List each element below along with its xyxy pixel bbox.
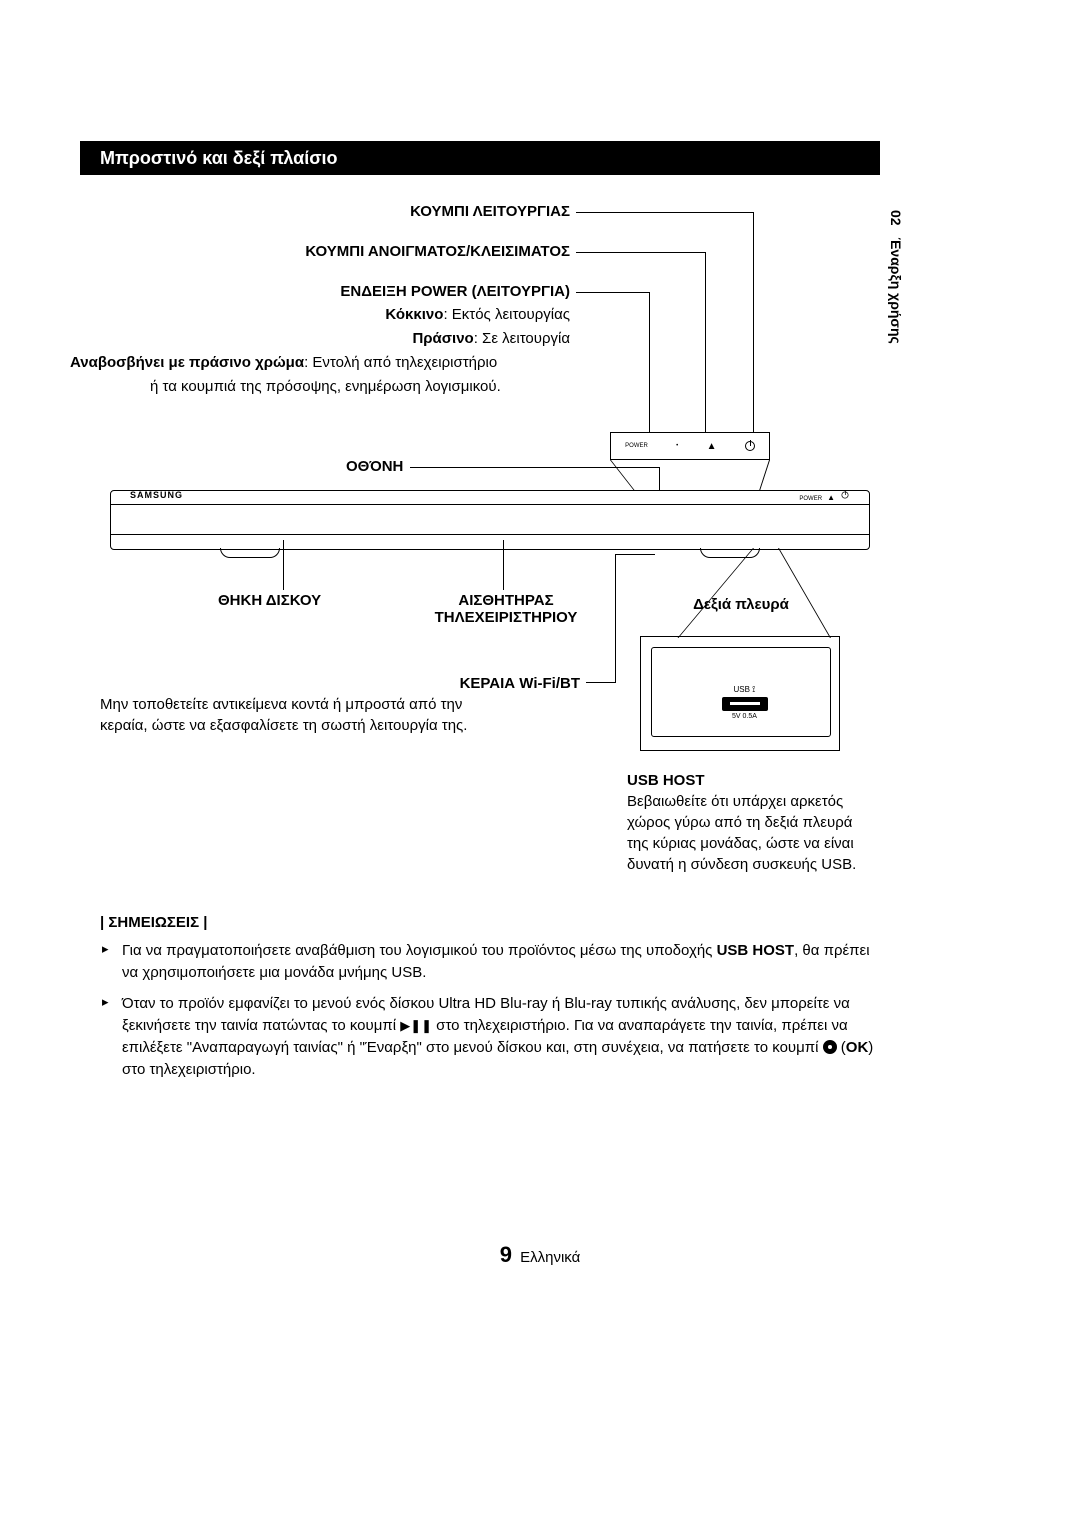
leader-line — [753, 212, 754, 434]
leader-line — [576, 252, 706, 253]
usb-label: USB ⟟ — [733, 685, 755, 694]
device-body — [110, 490, 870, 550]
section-title-bar: Μπροστινό και δεξί πλαίσιο — [80, 141, 880, 175]
wifi-block: ΚΕΡΑΙΑ Wi-Fi/BT Μην τοποθετείτε αντικείμ… — [100, 673, 580, 736]
page-number: 9 — [500, 1242, 512, 1267]
usb-slot-icon — [722, 697, 768, 711]
usb-spec: 5V 0.5A — [707, 713, 782, 720]
label-red: Κόκκινο: Εκτός λειτουργίας — [100, 304, 570, 326]
usb-host-l3: της κύριας μονάδας, ώστε να είναι — [627, 833, 877, 854]
leader-line — [615, 554, 616, 683]
device-front-view: SAMSUNG POWER ▲ — [100, 466, 880, 586]
usb-host-l4: δυνατή η σύνδεση συσκευής USB. — [627, 854, 877, 875]
device-brand: SAMSUNG — [130, 490, 183, 500]
label-remote-sensor: ΑΙΣΘΗΤΗΡΑΣ ΤΗΛΕΧΕΙΡΙΣΤΗΡΙΟΥ — [416, 592, 596, 626]
label-blink: Αναβοσβήνει με πράσινο χρώμα: Εντολή από… — [70, 352, 540, 374]
ok-circle-icon — [823, 1040, 837, 1054]
power-icon — [745, 441, 755, 451]
usb-host-l1: Βεβαιωθείτε ότι υπάρχει αρκετός — [627, 791, 877, 812]
side-tab-text: Έναρξη χρήσης — [888, 237, 904, 343]
top-labels: ΚΟΥΜΠΙ ΛΕΙΤΟΥΡΓΙΑΣ ΚΟΥΜΠΙ ΑΝΟΙΓΜΑΤΟΣ/ΚΛΕ… — [100, 201, 570, 399]
wifi-l2: κεραία, ώστε να εξασφαλίσετε τη σωστή λε… — [100, 715, 580, 736]
side-tab: 02 Έναρξη χρήσης — [888, 210, 904, 344]
section-title: Μπροστινό και δεξί πλαίσιο — [100, 148, 338, 168]
usb-host-block: USB HOST Βεβαιωθείτε ότι υπάρχει αρκετός… — [627, 770, 877, 875]
leader-line — [503, 540, 504, 590]
device-small-icons: POWER ▲ — [799, 490, 850, 502]
device-foot — [220, 548, 280, 558]
label-disc-tray: ΘΗΚΗ ΔΙΣΚΟΥ — [218, 592, 321, 609]
usb-host-l2: χώρος γύρω από τη δεξιά πλευρά — [627, 812, 877, 833]
notes-title: | ΣΗΜΕΙΩΣΕΙΣ | — [100, 912, 880, 934]
leader-line — [586, 682, 616, 683]
usb-port: USB ⟟ 5V 0.5A — [707, 684, 782, 720]
leader-line — [283, 540, 284, 590]
label-right-side: Δεξιά πλευρά — [656, 596, 826, 613]
eject-icon: ▲ — [707, 441, 717, 452]
notes-section: | ΣΗΜΕΙΩΣΕΙΣ | Για να πραγματοποιήσετε α… — [100, 912, 880, 1090]
leader-line — [615, 554, 655, 555]
note-2: Όταν το προϊόν εμφανίζει το μενού ενός δ… — [100, 993, 880, 1080]
wifi-title: ΚΕΡΑΙΑ Wi-Fi/BT — [100, 673, 580, 694]
side-panel-zoom: USB ⟟ 5V 0.5A — [640, 636, 840, 751]
side-panel-box: USB ⟟ 5V 0.5A — [651, 647, 831, 737]
zoom-top-panel: POWER • ▲ — [610, 432, 770, 460]
leader-line — [576, 212, 754, 213]
wifi-l1: Μην τοποθετείτε αντικείμενα κοντά ή μπρο… — [100, 694, 580, 715]
label-power-ind: ΕΝΔΕΙΞΗ POWER (ΛΕΙΤΟΥΡΓΙΑ) — [100, 281, 570, 303]
play-pause-icon: ▶❚❚ — [400, 1017, 432, 1036]
label-green: Πράσινο: Σε λειτουργία — [100, 328, 570, 350]
page-footer: 9 Ελληνικά — [0, 1242, 1080, 1268]
page-lang: Ελληνικά — [520, 1249, 580, 1266]
label-function-btn: ΚΟΥΜΠΙ ΛΕΙΤΟΥΡΓΙΑΣ — [100, 201, 570, 223]
usb-host-title: USB HOST — [627, 770, 877, 791]
leader-line — [705, 252, 706, 434]
leader-line — [576, 292, 650, 293]
zoom-power-label: POWER — [625, 443, 648, 449]
label-blink-l2: ή τα κουμπιά της πρόσοψης, ενημέρωση λογ… — [150, 376, 620, 398]
side-tab-num: 02 — [888, 210, 904, 226]
note-1: Για να πραγματοποιήσετε αναβάθμιση του λ… — [100, 940, 880, 984]
leader-line — [649, 292, 650, 434]
label-open-close-btn: ΚΟΥΜΠΙ ΑΝΟΙΓΜΑΤΟΣ/ΚΛΕΙΣΙΜΑΤΟΣ — [100, 241, 570, 263]
